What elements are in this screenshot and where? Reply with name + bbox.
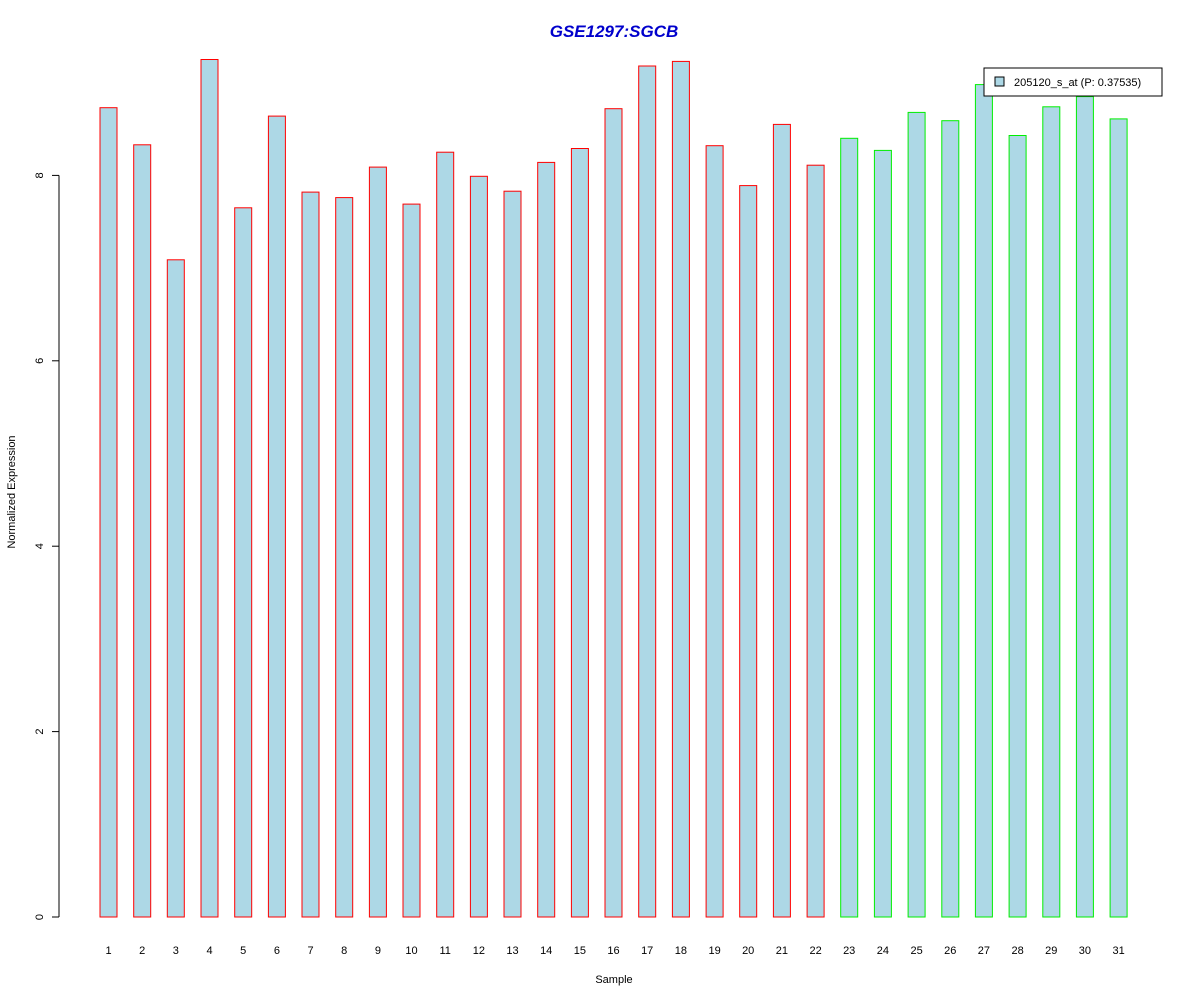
x-tick-label: 29 — [1045, 945, 1057, 957]
bar-sample-30 — [1075, 96, 1094, 918]
x-tick-label: 8 — [341, 945, 347, 957]
bar-sample-22 — [806, 164, 825, 918]
y-tick-label: 4 — [34, 543, 46, 549]
x-tick-label: 28 — [1011, 945, 1023, 957]
x-tick-label: 2 — [139, 945, 145, 957]
bar-sample-23 — [840, 137, 859, 918]
x-tick-label: 18 — [675, 945, 687, 957]
bar-sample-28 — [1008, 135, 1027, 918]
bar-sample-6 — [267, 115, 286, 918]
x-tick-labels: 1 2 3 4 5 6 7 8 9 10 11 12 13 14 15 16 17 18 19 20 21 22 23 24 2… — [105, 945, 1124, 957]
x-tick-label: 23 — [843, 945, 855, 957]
bar-sample-16 — [604, 108, 623, 918]
bar-sample-25 — [907, 111, 926, 918]
x-tick-label: 27 — [978, 945, 990, 957]
bar-sample-7 — [301, 191, 320, 918]
bar-sample-11 — [436, 151, 455, 918]
bar-sample-1 — [99, 107, 118, 918]
bar-sample-10 — [402, 203, 421, 918]
y-tick-label: 8 — [34, 172, 46, 178]
x-axis-label: Sample — [595, 974, 632, 986]
x-tick-label: 15 — [574, 945, 586, 957]
bar-sample-9 — [368, 166, 387, 918]
bar-sample-8 — [335, 197, 354, 918]
bar-sample-27 — [974, 84, 993, 918]
x-tick-label: 30 — [1079, 945, 1091, 957]
bar-sample-21 — [772, 123, 791, 918]
y-axis-label: Normalized Expression — [6, 435, 18, 548]
x-tick-label: 11 — [439, 945, 450, 957]
x-tick-label: 17 — [641, 945, 653, 957]
x-tick-label: 22 — [809, 945, 821, 957]
bar-sample-31 — [1109, 118, 1128, 918]
bar-sample-15 — [570, 148, 589, 918]
x-tick-label: 13 — [506, 945, 518, 957]
chart-title: GSE1297:SGCB — [550, 22, 679, 41]
y-tick-label: 6 — [34, 358, 46, 364]
x-tick-label: 4 — [206, 945, 212, 957]
x-tick-label: 7 — [307, 945, 313, 957]
bar-sample-24 — [873, 149, 892, 918]
x-tick-label: 31 — [1112, 945, 1124, 957]
x-tick-label: 19 — [708, 945, 720, 957]
x-tick-label: 24 — [877, 945, 889, 957]
bars — [99, 59, 1128, 918]
bar-sample-20 — [739, 185, 758, 918]
y-tick-label: 2 — [34, 729, 46, 735]
legend-box — [983, 67, 1163, 97]
x-tick-label: 5 — [240, 945, 246, 957]
x-tick-label: 6 — [274, 945, 280, 957]
x-tick-label: 14 — [540, 945, 552, 957]
x-tick-label: 3 — [173, 945, 179, 957]
x-tick-label: 12 — [473, 945, 485, 957]
bar-sample-3 — [166, 259, 185, 918]
x-tick-label: 10 — [405, 945, 417, 957]
x-tick-label: 1 — [105, 945, 111, 957]
bar-sample-17 — [638, 65, 657, 918]
x-tick-label: 16 — [607, 945, 619, 957]
bar-sample-2 — [133, 144, 152, 918]
bar-sample-4 — [200, 59, 219, 918]
x-tick-label: 21 — [776, 945, 788, 957]
bar-sample-14 — [537, 161, 556, 918]
bar-sample-26 — [941, 120, 960, 918]
y-tick-label: 0 — [34, 914, 46, 920]
x-tick-label: 20 — [742, 945, 754, 957]
legend-label: 205120_s_at (P: 0.37535) — [1014, 77, 1141, 89]
x-tick-label: 25 — [910, 945, 922, 957]
bar-sample-19 — [705, 145, 724, 918]
bar-sample-5 — [234, 207, 253, 918]
x-tick-label: 9 — [375, 945, 381, 957]
bar-sample-12 — [469, 175, 488, 918]
legend: 205120_s_at (P: 0.37535) — [983, 67, 1163, 97]
legend-swatch — [994, 76, 1005, 87]
bar-sample-29 — [1042, 106, 1061, 918]
bar-sample-13 — [503, 190, 522, 918]
x-tick-label: 26 — [944, 945, 956, 957]
bar-sample-18 — [671, 60, 690, 918]
y-axis: 0 2 4 6 8 — [34, 172, 60, 920]
